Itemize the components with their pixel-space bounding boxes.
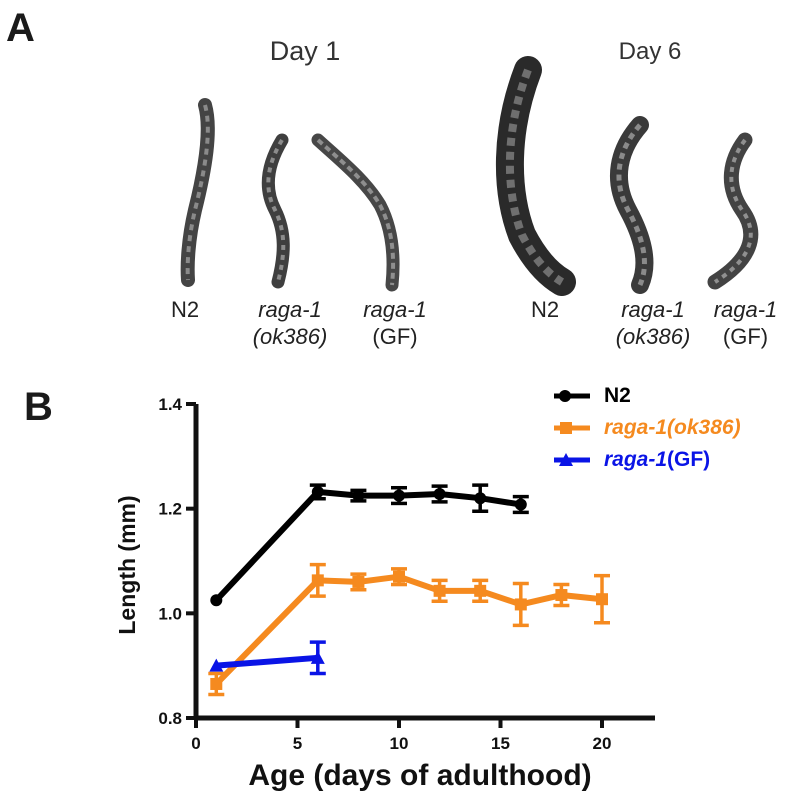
data-point xyxy=(210,677,223,690)
data-point xyxy=(514,598,527,611)
data-point xyxy=(352,575,365,588)
x-tick-label: 10 xyxy=(390,734,409,753)
strain-label-day6-ok386: raga-1 (ok386) xyxy=(615,297,691,349)
data-point xyxy=(433,488,446,501)
data-point xyxy=(311,574,324,587)
legend-marker-ok386 xyxy=(554,422,590,434)
data-point xyxy=(514,498,527,511)
legend-marker-gf xyxy=(554,453,590,466)
legend-label: N2 xyxy=(604,384,631,407)
day1-label: Day 1 xyxy=(269,36,341,66)
legend-item-gf: raga-1(GF) xyxy=(552,444,741,476)
y-tick-label: 0.8 xyxy=(158,709,182,728)
x-tick-label: 5 xyxy=(293,734,302,753)
y-tick-label: 1.4 xyxy=(158,395,182,414)
data-point xyxy=(209,658,224,672)
strain-label-day6-gf: raga-1 (GF) xyxy=(713,297,778,349)
x-tick-label: 15 xyxy=(491,734,510,753)
series-line xyxy=(214,488,522,603)
y-tick-label: 1.2 xyxy=(158,500,182,519)
series-n2 xyxy=(210,483,529,607)
series-raga-1-gf- xyxy=(209,640,326,676)
legend-label: (GF) xyxy=(667,448,711,471)
chart-axes: 0.8 1.0 1.2 1.4 0 5 10 15 20 xyxy=(158,395,655,753)
series-raga-1-ok386- xyxy=(208,562,610,697)
chart-legend: N2 raga-1(ok386) raga-1(GF) xyxy=(552,380,741,476)
strain-label-day1-ok386: raga-1 (ok386) xyxy=(252,297,328,349)
data-point xyxy=(596,593,608,606)
strain-label-day6-n2: N2 xyxy=(530,297,560,322)
panel-a-letter: A xyxy=(6,6,35,50)
data-point xyxy=(210,594,223,607)
x-axis-label: Age (days of adulthood) xyxy=(248,759,591,792)
y-tick-label: 1.0 xyxy=(158,604,182,623)
y-axis-label: Length (mm) xyxy=(114,495,140,634)
x-tick-label: 20 xyxy=(593,734,612,753)
data-point xyxy=(310,650,325,664)
series-line xyxy=(216,654,319,669)
data-point xyxy=(555,589,568,602)
data-point xyxy=(311,485,324,498)
day6-label: Day 6 xyxy=(618,38,682,65)
data-point xyxy=(474,492,487,505)
data-point xyxy=(393,489,405,502)
worm-images xyxy=(180,56,759,296)
panel-b-letter: B xyxy=(24,385,53,429)
data-point xyxy=(474,584,487,597)
strain-label-day1-gf: raga-1 (GF) xyxy=(363,297,427,349)
series-line xyxy=(214,573,603,687)
data-point xyxy=(352,489,365,502)
legend-label-italic: raga-1 xyxy=(604,448,668,471)
chart-series xyxy=(208,483,610,697)
strain-label-day1-n2: N2 xyxy=(170,297,200,322)
legend-item-n2: N2 xyxy=(552,380,741,412)
x-tick-label: 0 xyxy=(191,734,200,753)
legend-marker-n2 xyxy=(554,390,590,402)
data-point xyxy=(433,584,446,597)
data-point xyxy=(393,570,405,583)
legend-item-ok386: raga-1(ok386) xyxy=(552,412,741,444)
legend-label-italic: raga-1(ok386) xyxy=(604,416,741,439)
